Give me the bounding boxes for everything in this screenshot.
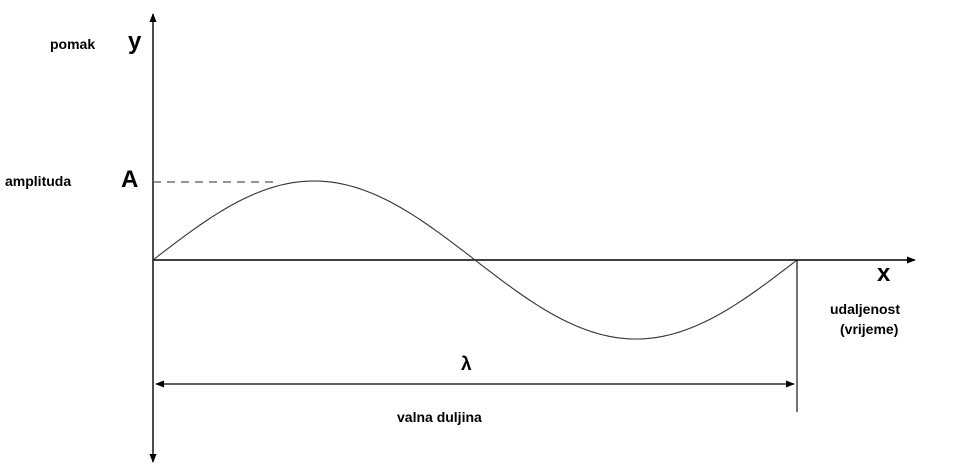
- x-axis-name-line2: (vrijeme): [840, 321, 899, 337]
- x-axis-name-line1: udaljenost: [830, 301, 901, 317]
- amplitude-symbol: A: [121, 166, 139, 193]
- amplitude-name: amplituda: [5, 173, 72, 189]
- y-axis-symbol: y: [128, 28, 142, 55]
- sine-wave-curve: [152, 180, 798, 340]
- y-axis-name: pomak: [50, 36, 96, 52]
- wavelength-symbol: λ: [461, 354, 472, 375]
- wavelength-name: valna duljina: [397, 409, 482, 425]
- x-axis-symbol: x: [877, 260, 891, 287]
